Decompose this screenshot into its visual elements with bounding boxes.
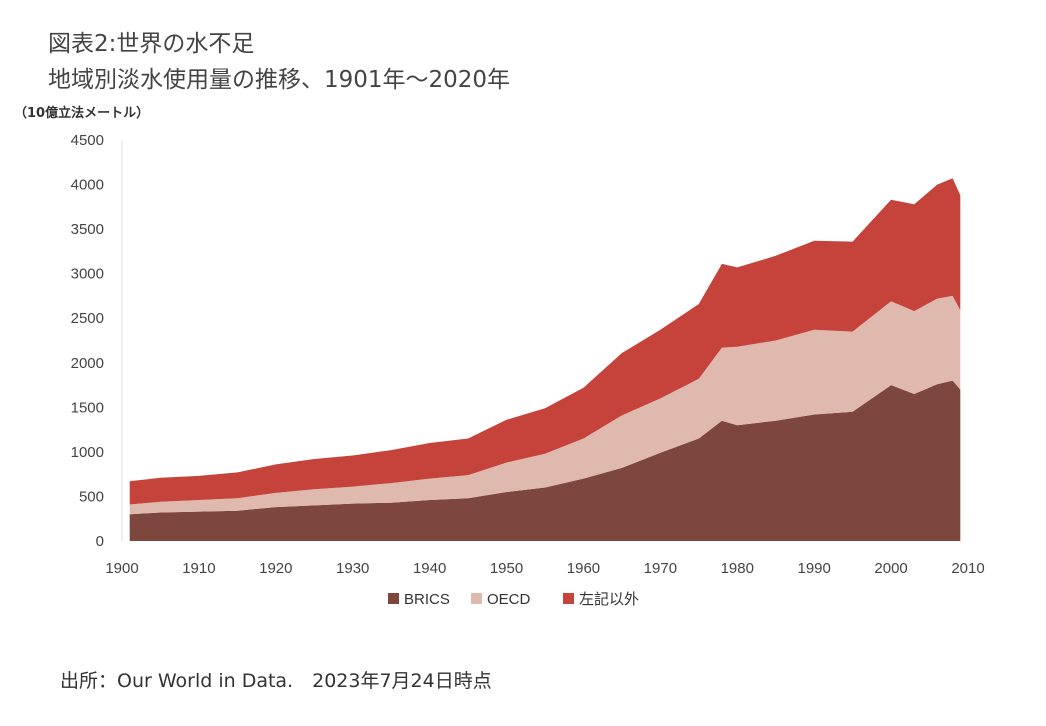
x-tick-label: 1900 — [105, 560, 138, 577]
y-tick-label: 1000 — [71, 444, 104, 461]
area-series-0 — [129, 380, 961, 541]
x-tick-label: 2010 — [951, 560, 984, 577]
x-tick-label: 1920 — [259, 560, 292, 577]
x-tick-label: 1980 — [721, 560, 754, 577]
legend-swatch — [388, 593, 399, 604]
chart-title: 図表2:世界の水不足 — [48, 31, 255, 57]
x-tick-label: 1910 — [182, 560, 215, 577]
x-tick-label: 2000 — [874, 560, 907, 577]
legend-label: BRICS — [404, 591, 450, 608]
x-axis-ticks: 1900 1910 1920 1930 1940 1950 1960 1970 1980 1990… — [105, 560, 984, 577]
area-series-2 — [129, 178, 961, 505]
y-tick-label: 3500 — [71, 221, 104, 238]
y-tick-label: 4000 — [71, 177, 104, 194]
x-tick-label: 1990 — [797, 560, 830, 577]
unit-label: （10億立法メートル） — [14, 106, 150, 121]
area-layers — [129, 178, 961, 541]
legend-label: 左記以外 — [579, 591, 639, 608]
source-note: 出所：Our World in Data. 2023年7月24日時点 — [60, 670, 492, 692]
x-tick-label: 1930 — [336, 560, 369, 577]
legend-swatch — [563, 593, 574, 604]
legend-swatch — [471, 593, 482, 604]
y-tick-label: 1500 — [71, 399, 104, 416]
y-tick-label: 2000 — [71, 355, 104, 372]
chart-subtitle: 地域別淡水使用量の推移、1901年〜2020年 — [48, 67, 511, 93]
y-tick-label: 3000 — [71, 266, 104, 283]
area-series-1 — [129, 295, 961, 515]
x-tick-label: 1970 — [644, 560, 677, 577]
y-tick-label: 500 — [79, 488, 104, 505]
legend: BRICS OECD 左記以外 — [388, 591, 639, 608]
y-axis-ticks: 0 500 1000 1500 2000 2500 3000 3500 4000 4500 — [71, 132, 104, 550]
x-tick-label: 1940 — [413, 560, 446, 577]
y-tick-label: 4500 — [71, 132, 104, 149]
y-tick-label: 2500 — [71, 310, 104, 327]
legend-label: OECD — [487, 591, 531, 608]
y-tick-label: 0 — [96, 533, 104, 550]
x-tick-label: 1950 — [490, 560, 523, 577]
x-tick-label: 1960 — [567, 560, 600, 577]
